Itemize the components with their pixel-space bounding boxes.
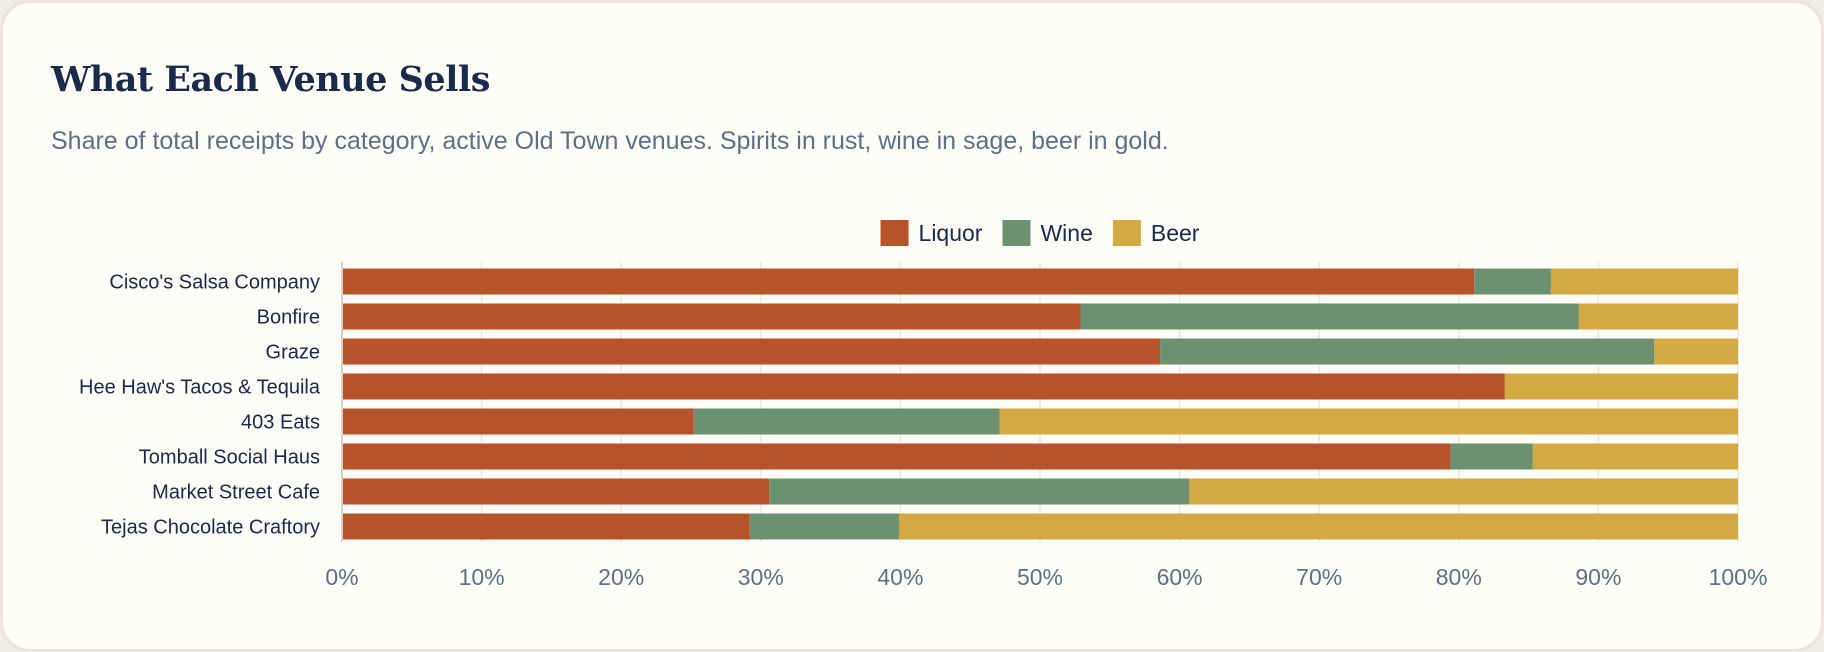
bar-beer[interactable]: [1532, 443, 1738, 470]
category-label: Tejas Chocolate Craftory: [101, 517, 320, 539]
bar-beer[interactable]: [999, 408, 1738, 435]
x-tick-label: 90%: [1575, 564, 1621, 590]
category-label: Graze: [266, 342, 320, 364]
legend-label-wine: Wine: [1040, 220, 1092, 246]
bar-wine[interactable]: [769, 478, 1190, 505]
bar-liquor[interactable]: [342, 443, 1451, 470]
chart-subtitle: Share of total receipts by category, act…: [51, 127, 1169, 155]
legend-label-beer: Beer: [1151, 220, 1200, 246]
category-label: 403 Eats: [241, 412, 320, 434]
x-tick-label: 50%: [1017, 564, 1063, 590]
x-tick-label: 20%: [598, 564, 644, 590]
bar-beer[interactable]: [899, 513, 1738, 540]
category-label: Market Street Cafe: [152, 482, 320, 504]
bar-beer[interactable]: [1654, 338, 1738, 365]
x-tick-label: 0%: [325, 564, 358, 590]
x-tick-label: 60%: [1157, 564, 1203, 590]
category-label: Cisco's Salsa Company: [109, 272, 320, 294]
bar-beer[interactable]: [1578, 303, 1738, 330]
category-label: Hee Haw's Tacos & Tequila: [79, 377, 321, 399]
x-tick-label: 40%: [877, 564, 923, 590]
axes: 0% 10% 20% 30% 40% 50% 60% 70% 80% 90% 100% Cisco's…: [79, 262, 1767, 590]
category-label: Tomball Social Haus: [139, 447, 320, 469]
bar-wine[interactable]: [1450, 443, 1533, 470]
legend-swatch-wine: [1002, 220, 1031, 246]
x-tick-label: 100%: [1709, 564, 1768, 590]
bar-liquor[interactable]: [342, 303, 1081, 330]
bar-liquor[interactable]: [342, 478, 770, 505]
legend-swatch-beer: [1112, 220, 1141, 246]
x-tick-label: 30%: [738, 564, 784, 590]
legend-swatch-liquor: [880, 220, 909, 246]
bar-liquor[interactable]: [342, 268, 1475, 295]
bar-liquor[interactable]: [342, 408, 694, 435]
x-tick-label: 10%: [459, 564, 505, 590]
bar-wine[interactable]: [1474, 268, 1551, 295]
bar-liquor[interactable]: [342, 373, 1505, 400]
bar-wine[interactable]: [1160, 338, 1655, 365]
chart-title: What Each Venue Sells: [51, 59, 490, 100]
bar-liquor[interactable]: [342, 338, 1161, 365]
bar-beer[interactable]: [1550, 268, 1738, 295]
x-tick-label: 70%: [1296, 564, 1342, 590]
bar-wine[interactable]: [749, 513, 900, 540]
bar-wine[interactable]: [693, 408, 1000, 435]
x-tick-label: 80%: [1436, 564, 1482, 590]
category-label: Bonfire: [257, 307, 320, 329]
bar-beer[interactable]: [1189, 478, 1738, 505]
bars: [342, 268, 1738, 540]
bar-liquor[interactable]: [342, 513, 750, 540]
legend-label-liquor: Liquor: [919, 220, 983, 246]
bar-beer[interactable]: [1504, 373, 1738, 400]
bar-wine[interactable]: [1080, 303, 1579, 330]
legend: Liquor Wine Beer: [880, 220, 1200, 246]
